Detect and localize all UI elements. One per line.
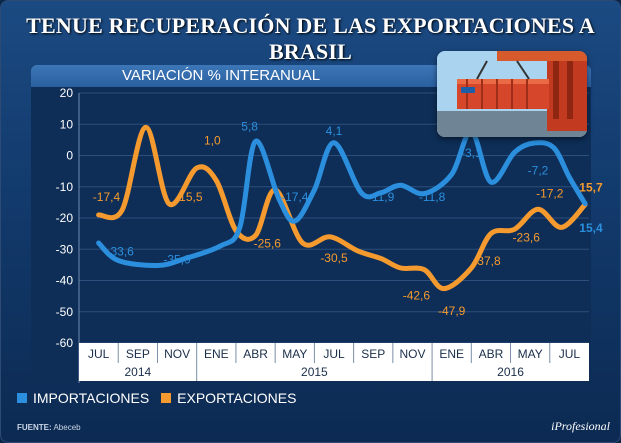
x-tick-label: MAY [518, 347, 543, 361]
y-tick-label: -60 [56, 336, 74, 350]
year-label: 2014 [124, 365, 151, 379]
legend-swatch-importaciones [17, 393, 27, 403]
source-value: Abeceb [53, 423, 81, 432]
legend-swatch-exportaciones [161, 393, 172, 403]
x-tick-label: JUL [559, 347, 581, 361]
x-tick-label: NOV [164, 347, 190, 361]
y-tick-label: -50 [56, 305, 74, 319]
y-tick-label: 20 [60, 86, 74, 100]
x-tick-label: JUL [88, 347, 110, 361]
data-label: -15,5 [175, 190, 203, 204]
data-label: -7,2 [528, 163, 549, 177]
x-tick-label: ABR [479, 347, 504, 361]
y-tick-label: -40 [56, 274, 74, 288]
x-axis-band [79, 343, 589, 363]
chart-title: TENUE RECUPERACIÓN DE LAS EXPORTACIONES … [26, 13, 595, 64]
legend-item-exportaciones: EXPORTACIONES [161, 390, 296, 406]
series-line-importaciones [96, 128, 588, 269]
data-label: -33,6 [107, 245, 135, 259]
data-label: -30,5 [320, 251, 348, 265]
year-band [79, 363, 589, 381]
x-tick-label: SEP [126, 347, 150, 361]
y-tick-label: -10 [56, 180, 74, 194]
x-tick-label: SEP [361, 347, 385, 361]
x-tick-label: JUL [323, 347, 345, 361]
brand-logo: iProfesional [551, 419, 610, 433]
x-tick-label: NOV [399, 347, 425, 361]
data-label: -35,9 [163, 252, 191, 266]
data-label: 1,0 [204, 134, 221, 148]
year-label: 2015 [301, 365, 328, 379]
legend-item-importaciones: IMPORTACIONES [17, 390, 149, 406]
data-label: -17,4 [93, 190, 121, 204]
x-tick-label: ABR [243, 347, 268, 361]
chart-subtitle: VARIACIÓN % INTERANUAL [121, 67, 321, 84]
data-label: 15,4 [579, 221, 603, 235]
data-label: -23,6 [513, 230, 541, 244]
legend-label-exportaciones: EXPORTACIONES [177, 390, 297, 406]
data-label: 4,1 [326, 124, 343, 138]
data-label: 5,8 [241, 120, 258, 134]
x-tick-label: ENE [204, 347, 229, 361]
data-label: -3,1 [461, 146, 482, 160]
x-tick-label: MAY [282, 347, 307, 361]
y-tick-label: 10 [60, 117, 74, 131]
y-tick-label: -20 [56, 211, 74, 225]
source-note: FUENTE: Abeceb [17, 423, 81, 432]
year-label: 2016 [497, 365, 524, 379]
data-label: -17,2 [536, 187, 564, 201]
data-label: 15,7 [579, 180, 603, 194]
data-label: -47,9 [438, 304, 466, 318]
data-label: -37,8 [473, 254, 501, 268]
data-label: -17,4 [281, 190, 309, 204]
y-tick-label: -30 [56, 242, 74, 256]
chart-legend: IMPORTACIONES EXPORTACIONES [17, 389, 308, 407]
container-crane-photo [437, 51, 587, 137]
data-label: -42,6 [403, 288, 431, 302]
y-tick-label: 0 [66, 149, 73, 163]
data-label: -25,6 [254, 237, 282, 251]
data-label: -11,8 [419, 190, 446, 204]
legend-label-importaciones: IMPORTACIONES [33, 390, 150, 406]
series-line-exportaciones [96, 124, 588, 292]
data-label: -11,9 [368, 190, 395, 204]
source-label: FUENTE: [17, 423, 52, 432]
x-tick-label: ENE [439, 347, 464, 361]
